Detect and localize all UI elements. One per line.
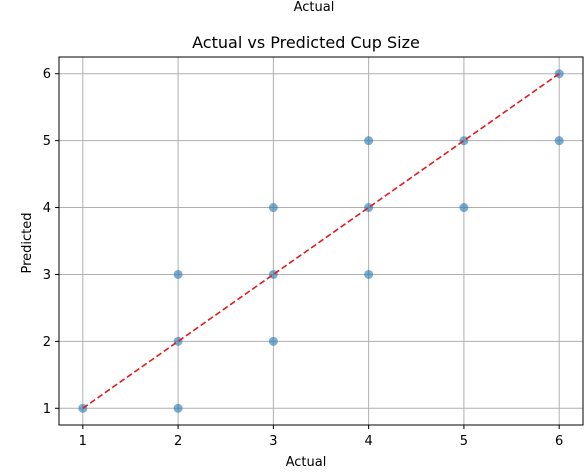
- y-tick-label: 3: [43, 268, 51, 283]
- x-axis-ticks: 1 2 3 4 5 6: [79, 425, 563, 449]
- data-point: [268, 336, 278, 346]
- data-point: [268, 203, 278, 213]
- data-point: [364, 136, 374, 146]
- grid-lines: [59, 57, 583, 425]
- data-point: [173, 269, 183, 279]
- y-axis-ticks: 1 2 3 4 5 6: [43, 67, 59, 417]
- y-tick-label: 4: [43, 201, 51, 216]
- y-tick-label: 6: [43, 67, 51, 82]
- y-tick-label: 1: [43, 402, 51, 417]
- x-tick-label: 2: [174, 434, 182, 449]
- reference-line-group: [82, 73, 560, 409]
- data-point: [173, 403, 183, 413]
- x-axis-label: Actual: [286, 455, 327, 470]
- y-tick-label: 2: [43, 335, 51, 350]
- x-tick-label: 4: [364, 434, 372, 449]
- y-tick-label: 5: [43, 134, 51, 149]
- plot-frame: [58, 56, 584, 426]
- data-point: [554, 136, 564, 146]
- data-point: [459, 203, 469, 213]
- reference-line: [82, 73, 560, 409]
- x-tick-label: 3: [269, 434, 277, 449]
- header-caption: Actual: [294, 0, 335, 15]
- x-tick-label: 5: [460, 434, 468, 449]
- x-tick-label: 6: [555, 434, 563, 449]
- y-axis-label: Predicted: [20, 212, 35, 273]
- data-point: [364, 269, 374, 279]
- data-points: [78, 69, 564, 413]
- chart-title: Actual vs Predicted Cup Size: [192, 33, 420, 52]
- x-tick-label: 1: [79, 434, 87, 449]
